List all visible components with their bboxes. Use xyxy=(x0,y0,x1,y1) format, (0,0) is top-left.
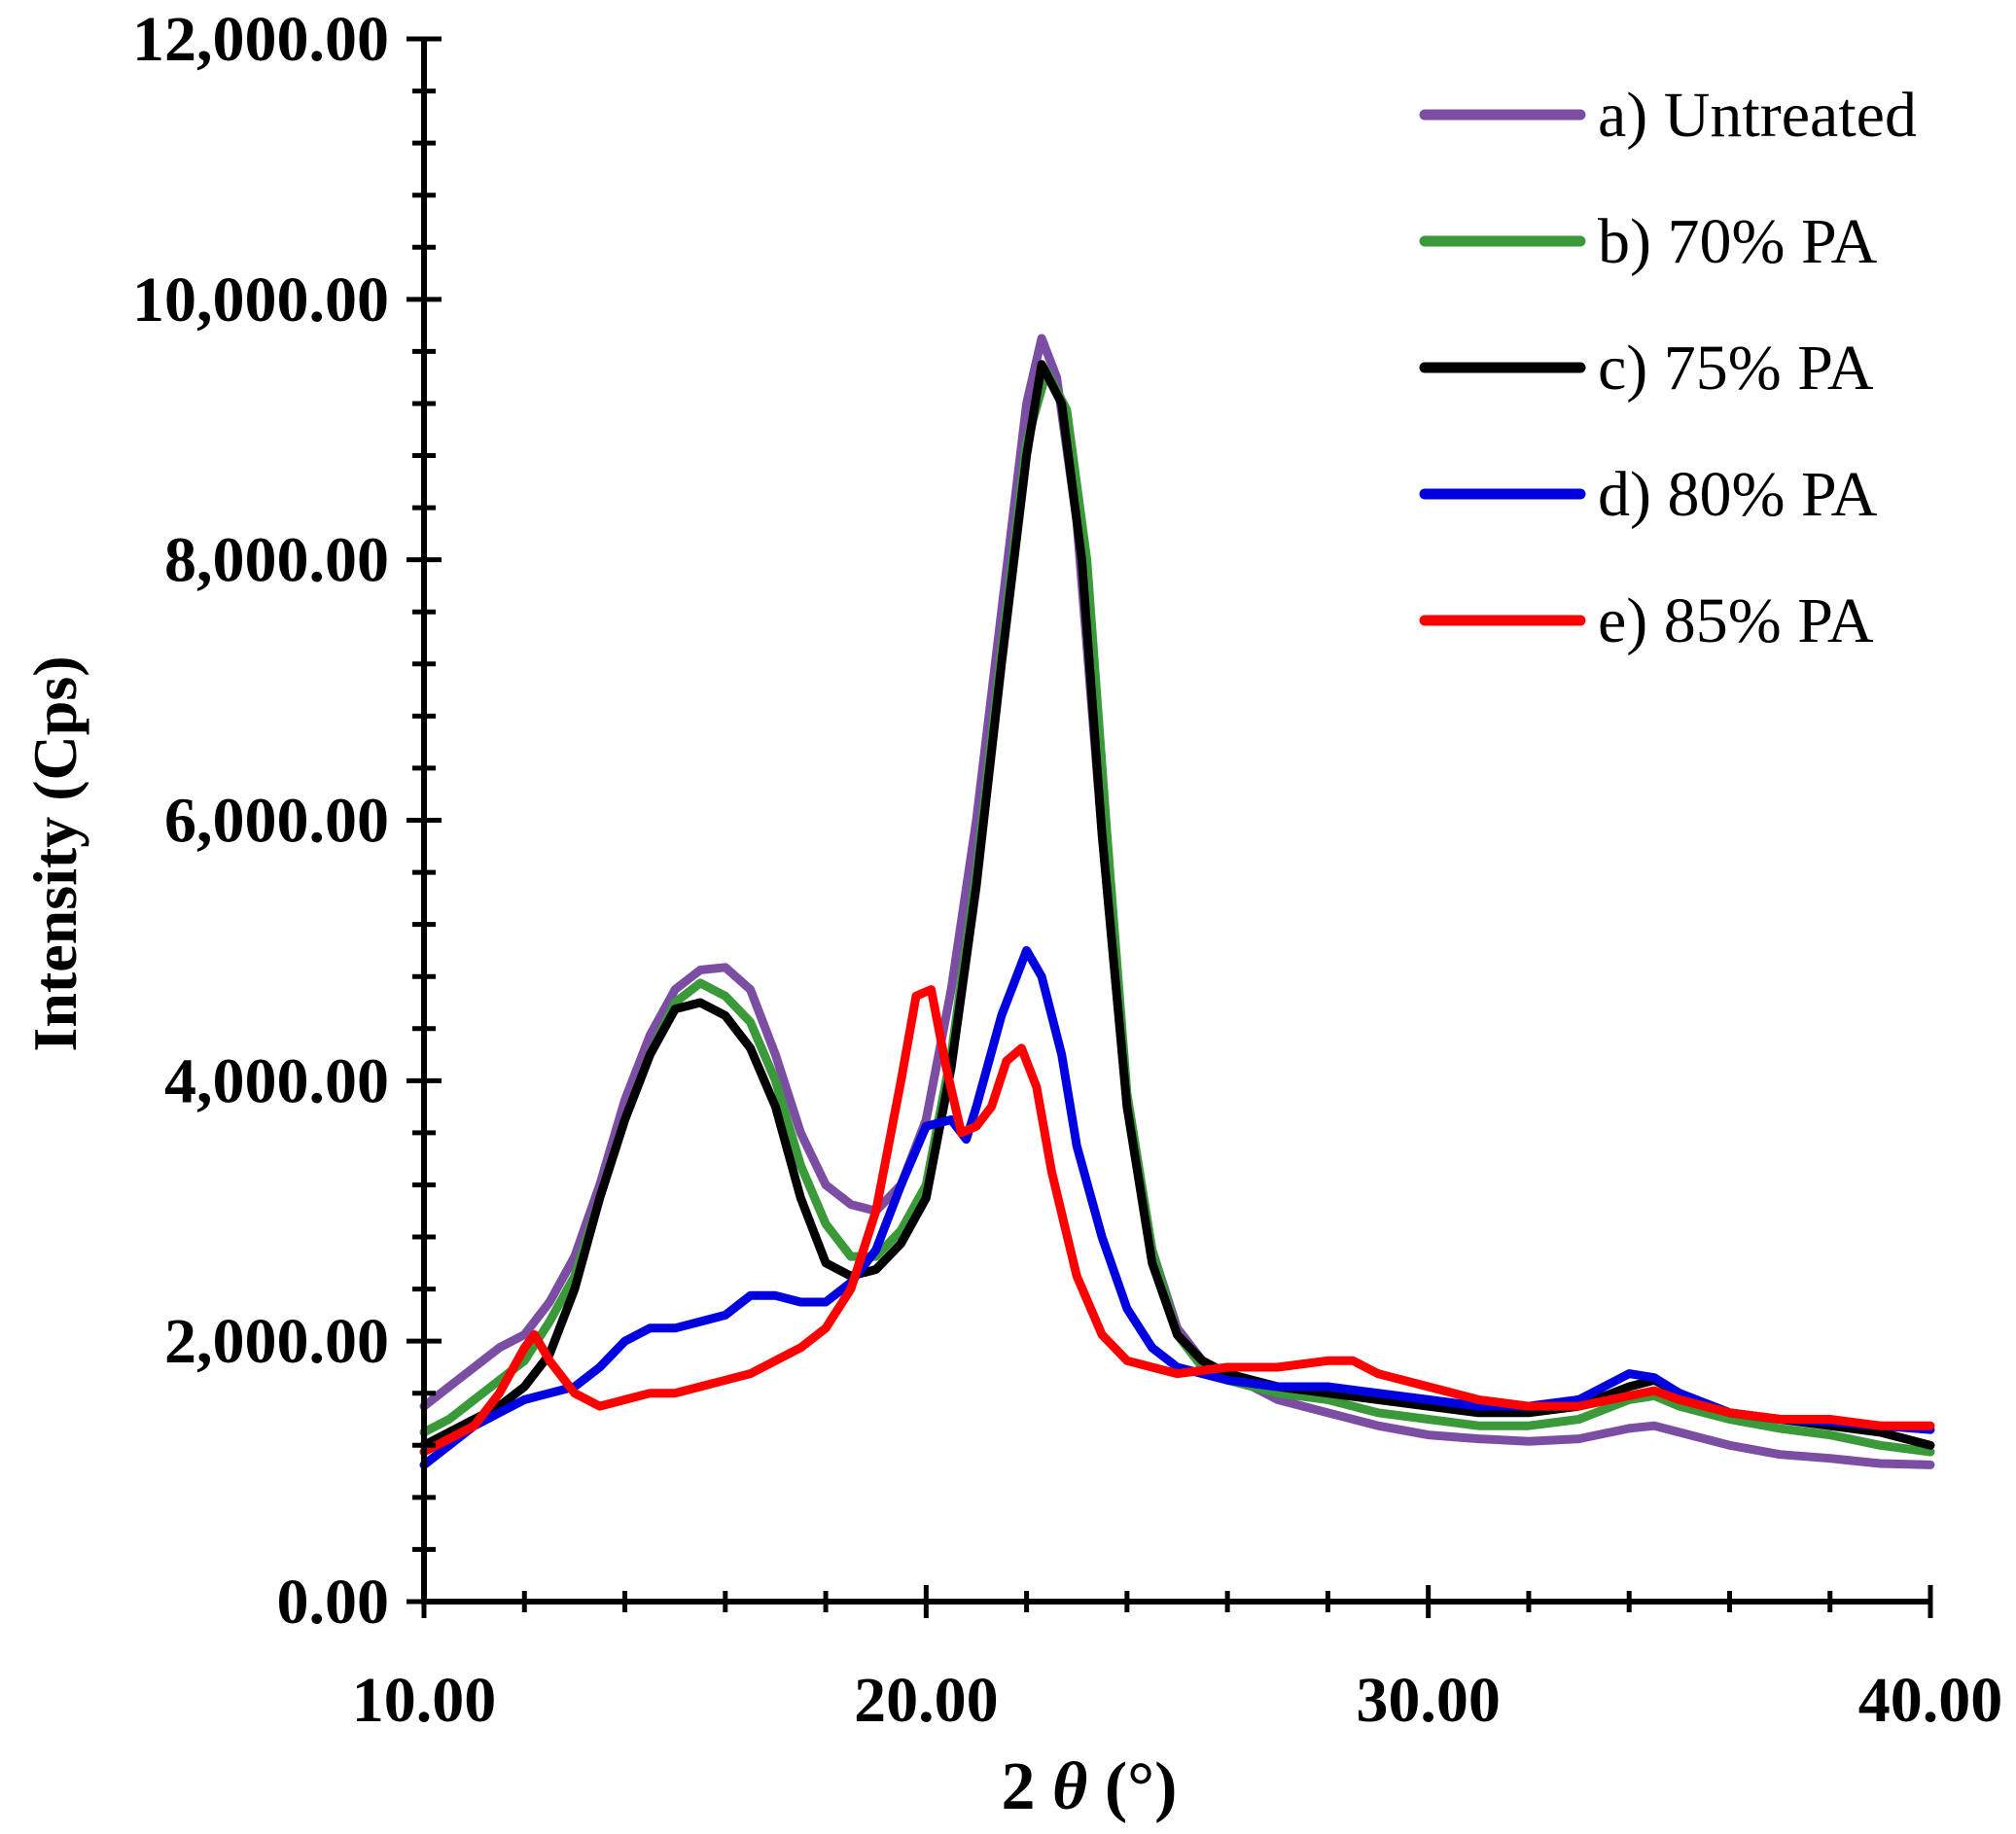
plot-series-layer xyxy=(419,334,1935,1469)
x-tick-label: 10.00 xyxy=(352,1665,497,1736)
x-axis: 10.00 20.00 30.00 40.00 xyxy=(352,1585,2003,1736)
legend-label-2: b) 70% PA xyxy=(1598,206,1878,277)
y-axis-title: Intensity (Cps) xyxy=(20,655,89,1051)
y-tick-label: 2,000.00 xyxy=(164,1306,389,1377)
legend: a) Untreated b) 70% PA c) 75% PA d) 80% PA e… xyxy=(1419,80,1917,656)
y-tick-label: 10,000.00 xyxy=(132,265,389,335)
series-line-2 xyxy=(419,367,1935,1457)
x-axis-title-unit: (°) xyxy=(1105,1749,1178,1824)
legend-label-4: d) 80% PA xyxy=(1598,459,1878,530)
y-tick-label: 4,000.00 xyxy=(164,1045,389,1116)
x-tick-label: 20.00 xyxy=(854,1665,999,1736)
legend-label-1: a) Untreated xyxy=(1598,80,1917,151)
x-axis-title-theta: θ xyxy=(1052,1749,1087,1824)
y-tick-label: 6,000.00 xyxy=(164,786,389,857)
x-axis-title: 2 θ (°) xyxy=(1002,1749,1178,1824)
x-ticks: 10.00 20.00 30.00 40.00 xyxy=(352,1585,2003,1736)
x-axis-title-prefix: 2 xyxy=(1002,1749,1036,1824)
series-line-4 xyxy=(419,945,1935,1469)
y-tick-label: 12,000.00 xyxy=(132,4,389,75)
x-tick-label: 30.00 xyxy=(1356,1665,1501,1736)
series-line-5 xyxy=(419,985,1935,1457)
series-line-1 xyxy=(419,334,1935,1469)
x-tick-label: 40.00 xyxy=(1858,1665,2003,1736)
y-tick-label: 8,000.00 xyxy=(164,525,389,596)
legend-label-5: e) 85% PA xyxy=(1598,585,1874,656)
y-axis: 0.00 2,000.00 4,000.00 6,000.00 8,000.00 10,0… xyxy=(132,4,442,1638)
legend-label-3: c) 75% PA xyxy=(1598,333,1874,404)
y-tick-label: 0.00 xyxy=(277,1567,390,1638)
y-ticks: 0.00 2,000.00 4,000.00 6,000.00 8,000.00 10,0… xyxy=(132,4,442,1638)
